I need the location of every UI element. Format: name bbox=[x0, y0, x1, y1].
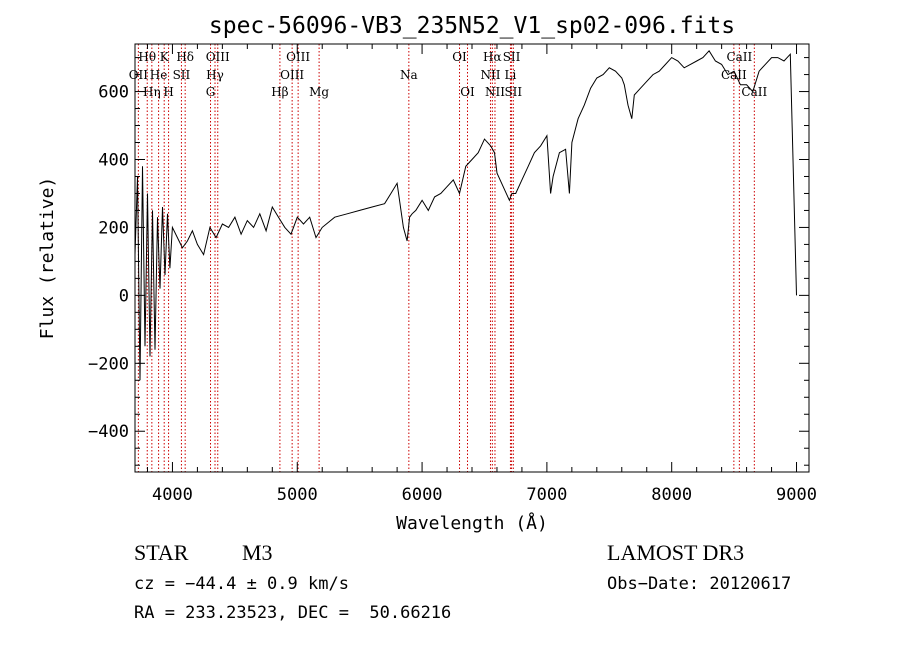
emission-line-label: Hδ bbox=[176, 50, 194, 64]
emission-line-label: CaII bbox=[741, 85, 767, 99]
coordinates: RA = 233.23523, DEC = 50.66216 bbox=[134, 603, 452, 623]
emission-line-label: G bbox=[206, 85, 216, 99]
x-axis-label: Wavelength (Å) bbox=[396, 512, 548, 534]
x-tick-label: 6000 bbox=[402, 485, 443, 505]
x-tick-label: 4000 bbox=[152, 485, 193, 505]
object-type: STAR bbox=[134, 540, 189, 565]
plot-frame bbox=[134, 43, 810, 473]
y-tick-label: 200 bbox=[98, 218, 129, 238]
emission-line-label: OIII bbox=[286, 50, 310, 64]
emission-line-label: SII bbox=[173, 68, 191, 82]
emission-line-label: Hα bbox=[483, 50, 502, 64]
emission-line-label: Li bbox=[505, 68, 517, 82]
y-tick-label: 0 bbox=[119, 286, 129, 306]
spectral-subclass: M3 bbox=[242, 540, 273, 565]
emission-line-labels: Hθ OII Hη K He H Hδ SII OIII Hγ G OIII OIII Hβ Mg Na OI O… bbox=[129, 50, 768, 99]
y-tick-label: −200 bbox=[88, 354, 129, 374]
y-axis-label: Flux (relative) bbox=[37, 177, 58, 340]
spectrum-line bbox=[134, 49, 797, 381]
emission-line-label: Hη bbox=[143, 85, 161, 99]
chart-title: spec-56096-VB3_235N52_V1_sp02-096.fits bbox=[209, 13, 735, 39]
y-tick-label: 400 bbox=[98, 150, 129, 170]
emission-line-label: NII bbox=[480, 68, 500, 82]
emission-line-label: K bbox=[160, 50, 170, 64]
emission-line-label: H bbox=[163, 85, 173, 99]
emission-line-label: NII bbox=[485, 85, 505, 99]
emission-line-label: Mg bbox=[309, 85, 329, 99]
emission-line-markers bbox=[137, 44, 755, 472]
x-tick-label: 9000 bbox=[776, 485, 817, 505]
emission-line-label: Hβ bbox=[271, 85, 288, 99]
emission-line-label: OII bbox=[129, 68, 149, 82]
x-tick-label: 7000 bbox=[526, 485, 567, 505]
obs-date: Obs−Date: 20120617 bbox=[607, 574, 792, 594]
emission-line-label: OIII bbox=[280, 68, 304, 82]
emission-line-label: SII bbox=[503, 50, 521, 64]
emission-line-label: Na bbox=[400, 68, 418, 82]
axis-ticks: 4000 5000 6000 7000 8000 9000 −400 −200 0 200 400 6… bbox=[88, 44, 817, 505]
emission-line-label: CaII bbox=[726, 50, 752, 64]
emission-line-label: Hγ bbox=[206, 68, 224, 82]
emission-line-label: SII bbox=[504, 85, 522, 99]
survey-name: LAMOST DR3 bbox=[607, 540, 745, 565]
y-tick-label: 600 bbox=[98, 83, 129, 103]
x-tick-label: 8000 bbox=[651, 485, 692, 505]
spectrum-series bbox=[134, 49, 797, 381]
emission-line-label: OI bbox=[460, 85, 475, 99]
x-tick-label: 5000 bbox=[277, 485, 318, 505]
emission-line-label: OI bbox=[452, 50, 467, 64]
y-tick-label: −400 bbox=[88, 422, 129, 442]
emission-line-label: OIII bbox=[206, 50, 230, 64]
redshift-cz: cz = −44.4 ± 0.9 km/s bbox=[134, 574, 349, 594]
emission-line-label: Hθ bbox=[138, 50, 156, 64]
emission-line-label: He bbox=[150, 68, 168, 82]
emission-line-label: CaII bbox=[721, 68, 747, 82]
